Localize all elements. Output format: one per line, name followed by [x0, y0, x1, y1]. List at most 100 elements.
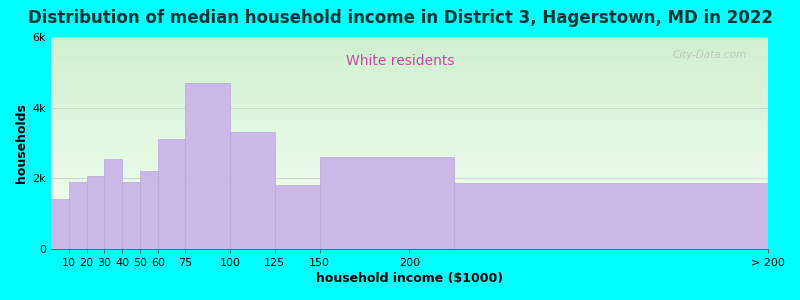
Bar [50, 61, 768, 62]
Bar [50, 167, 768, 168]
Bar [50, 248, 768, 249]
Bar [50, 114, 768, 116]
Bar [50, 74, 768, 75]
Bar [50, 166, 768, 167]
Bar [50, 138, 768, 139]
Bar [50, 85, 768, 86]
Bar [50, 234, 768, 235]
Bar [50, 144, 768, 145]
Bar [50, 89, 768, 90]
Bar [50, 80, 768, 82]
Bar [50, 212, 768, 213]
Bar [50, 132, 768, 134]
Bar [230, 132, 275, 249]
Bar [50, 231, 768, 232]
Bar [50, 186, 768, 188]
Bar [50, 238, 768, 239]
Bar [50, 154, 768, 156]
Bar [50, 82, 768, 83]
Bar [50, 58, 768, 59]
Y-axis label: households: households [15, 103, 28, 183]
Text: White residents: White residents [346, 54, 454, 68]
Bar [50, 52, 768, 53]
Bar [50, 220, 768, 221]
Bar [50, 201, 768, 202]
Bar [50, 176, 768, 177]
Bar [185, 83, 230, 249]
Bar [50, 143, 768, 144]
Bar [50, 210, 768, 211]
Bar [50, 200, 768, 201]
Bar [50, 129, 768, 130]
Bar [50, 197, 768, 198]
Bar [50, 152, 768, 154]
Bar [50, 213, 768, 214]
Bar [50, 131, 768, 132]
Bar [50, 107, 768, 108]
Bar [50, 77, 768, 78]
Bar [50, 64, 768, 66]
Bar [50, 190, 768, 192]
Bar [50, 100, 768, 101]
Bar [50, 140, 768, 141]
Bar [50, 184, 768, 185]
Bar [50, 126, 768, 127]
Bar [50, 180, 768, 181]
Bar [50, 182, 768, 183]
Bar [50, 78, 768, 80]
Bar [50, 149, 768, 150]
Bar [50, 130, 768, 131]
Bar [50, 70, 768, 71]
Bar [50, 178, 768, 179]
Bar [50, 164, 768, 165]
Bar [50, 105, 768, 106]
Bar [50, 124, 768, 125]
Bar [50, 169, 768, 170]
Bar [50, 128, 768, 129]
Bar [50, 121, 768, 122]
Bar [50, 92, 768, 93]
Bar [50, 69, 768, 70]
Bar [50, 76, 768, 77]
Bar [50, 233, 768, 234]
Bar [50, 211, 768, 212]
Bar [50, 204, 768, 206]
Bar [50, 98, 768, 100]
Bar [50, 183, 768, 184]
Bar [50, 66, 768, 67]
Bar [50, 56, 768, 57]
Bar [50, 38, 768, 39]
Bar [50, 247, 768, 248]
Bar [50, 37, 768, 38]
Bar [50, 106, 768, 107]
Bar [50, 104, 768, 105]
Bar [50, 147, 768, 148]
Bar [50, 112, 768, 113]
Bar [50, 87, 768, 88]
Bar [50, 103, 768, 104]
Bar [50, 96, 768, 98]
X-axis label: household income ($1000): household income ($1000) [316, 272, 503, 285]
Bar [122, 182, 140, 249]
Bar [50, 118, 768, 120]
Bar [50, 102, 768, 103]
Bar [50, 55, 768, 56]
Bar [50, 122, 768, 123]
Bar [50, 100, 768, 102]
Bar [50, 206, 768, 208]
Bar [50, 68, 768, 69]
Bar [50, 185, 768, 186]
Bar [50, 41, 768, 42]
Bar [275, 185, 320, 249]
Bar [50, 196, 768, 197]
Bar [50, 71, 768, 72]
Bar [50, 90, 768, 91]
Bar [50, 48, 768, 49]
Text: Distribution of median household income in District 3, Hagerstown, MD in 2022: Distribution of median household income … [27, 9, 773, 27]
Bar [320, 157, 454, 249]
Bar [50, 203, 768, 204]
Bar [50, 145, 768, 146]
Bar [140, 171, 158, 249]
Bar [50, 60, 768, 62]
Bar [50, 75, 768, 76]
